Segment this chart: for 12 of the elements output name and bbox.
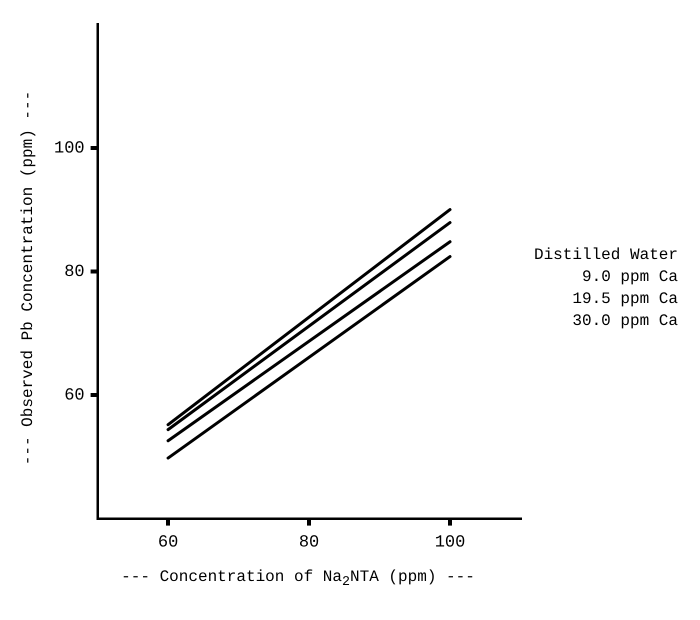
x-axis-title: --- Concentration of Na$_{2}$NTA (ppm) ---	[120, 568, 476, 590]
y-tick-label: 100	[54, 139, 85, 158]
x-tick-label: 80	[298, 533, 320, 552]
text: Distilled Water	[534, 246, 678, 264]
x-tick-label: 100	[434, 533, 466, 552]
text: 30.0 ppm Ca	[572, 312, 678, 330]
x-tick-label: 60	[158, 533, 178, 552]
text: 19.5 ppm Ca	[572, 290, 678, 308]
y-tick-label: 80	[64, 262, 85, 282]
y-tick-label: 60	[64, 386, 85, 406]
text: 9.0 ppm Ca	[582, 268, 678, 286]
y-axis-title: --- Observed Pb Concentration (ppm) ---	[19, 90, 37, 466]
